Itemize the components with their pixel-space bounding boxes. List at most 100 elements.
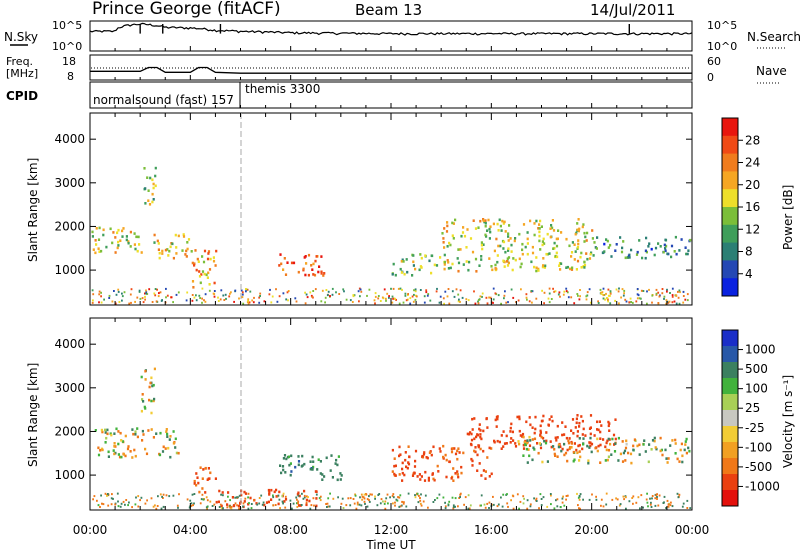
data-cell xyxy=(416,475,419,478)
data-cell xyxy=(144,447,147,451)
data-cell xyxy=(467,494,470,497)
data-cell xyxy=(127,445,130,448)
data-cell xyxy=(181,249,184,252)
data-cell xyxy=(678,289,681,292)
data-cell xyxy=(185,255,188,258)
data-cell xyxy=(637,294,640,297)
data-cell xyxy=(220,289,223,292)
data-cell xyxy=(607,246,610,249)
data-cell xyxy=(246,301,249,304)
data-cell xyxy=(488,475,491,478)
data-cell xyxy=(653,436,656,440)
data-cell xyxy=(201,287,204,290)
data-cell xyxy=(576,228,579,232)
data-cell xyxy=(566,265,569,269)
data-cell xyxy=(499,224,502,228)
data-cell xyxy=(106,432,109,436)
data-cell xyxy=(148,398,151,402)
data-cell xyxy=(156,288,158,291)
data-cell xyxy=(453,295,456,298)
data-cell xyxy=(663,243,666,247)
data-cell xyxy=(302,267,305,271)
data-cell xyxy=(107,455,110,458)
data-cell xyxy=(229,506,232,509)
data-cell xyxy=(680,442,683,446)
data-cell xyxy=(576,293,579,295)
data-cell xyxy=(98,226,101,230)
data-cell xyxy=(522,223,526,226)
data-cell xyxy=(625,496,627,499)
data-cell xyxy=(274,504,277,506)
data-cell xyxy=(249,290,252,293)
data-cell xyxy=(313,273,317,277)
nsky-spikes xyxy=(139,24,630,34)
data-cell xyxy=(678,493,681,496)
data-cell xyxy=(112,449,115,452)
data-cell xyxy=(320,270,323,274)
data-cell xyxy=(665,244,668,248)
time-tick-label: 12:00 xyxy=(374,523,409,537)
data-cell xyxy=(300,465,303,468)
data-cell xyxy=(124,434,127,438)
data-cell xyxy=(596,437,599,441)
data-cell xyxy=(493,439,496,443)
data-cell xyxy=(436,287,438,290)
data-cell xyxy=(398,445,401,449)
data-cell xyxy=(209,257,212,261)
data-cell xyxy=(143,167,146,170)
data-cell xyxy=(627,254,630,258)
data-cell xyxy=(502,430,505,433)
data-cell xyxy=(604,298,606,301)
data-cell xyxy=(314,288,317,291)
data-cell xyxy=(563,453,566,457)
data-cell xyxy=(97,446,100,450)
data-cell xyxy=(462,263,465,266)
data-cell xyxy=(327,290,330,293)
data-cell xyxy=(639,297,642,300)
colorbar-swatch xyxy=(722,346,738,363)
data-cell xyxy=(168,249,171,253)
data-cell xyxy=(636,288,639,290)
data-cell xyxy=(174,437,177,441)
data-cell xyxy=(478,423,481,426)
data-cell xyxy=(529,423,532,427)
data-cell xyxy=(282,457,285,460)
data-cell xyxy=(542,264,545,267)
data-cell xyxy=(326,294,329,297)
data-cell xyxy=(447,267,450,270)
data-cell xyxy=(335,458,338,462)
data-cell xyxy=(203,299,205,302)
data-cell xyxy=(604,459,607,462)
data-cell xyxy=(398,496,401,499)
data-cell xyxy=(573,243,576,246)
data-cell xyxy=(208,289,211,292)
data-cell xyxy=(564,451,568,455)
data-cell xyxy=(531,290,534,293)
data-cell xyxy=(480,494,483,497)
data-cell xyxy=(154,166,157,170)
data-cell xyxy=(92,293,95,296)
data-cell xyxy=(570,268,574,271)
data-cell xyxy=(95,243,98,246)
data-cell xyxy=(466,228,469,231)
data-cell xyxy=(568,447,571,451)
data-cell xyxy=(475,435,478,439)
data-cell xyxy=(339,478,342,481)
data-cell xyxy=(609,292,612,295)
data-cell xyxy=(452,507,455,510)
data-cell xyxy=(561,433,564,437)
freq-label: Freq. xyxy=(6,55,33,68)
data-cell xyxy=(446,245,449,248)
data-cell xyxy=(535,269,538,273)
data-cell xyxy=(618,302,620,305)
data-cell xyxy=(579,289,581,291)
data-cell xyxy=(467,507,470,510)
data-cell xyxy=(259,295,261,297)
data-cell xyxy=(301,454,304,458)
data-cell xyxy=(543,439,546,443)
data-cell xyxy=(565,237,568,241)
data-cell xyxy=(605,441,608,445)
data-cell xyxy=(391,494,394,497)
